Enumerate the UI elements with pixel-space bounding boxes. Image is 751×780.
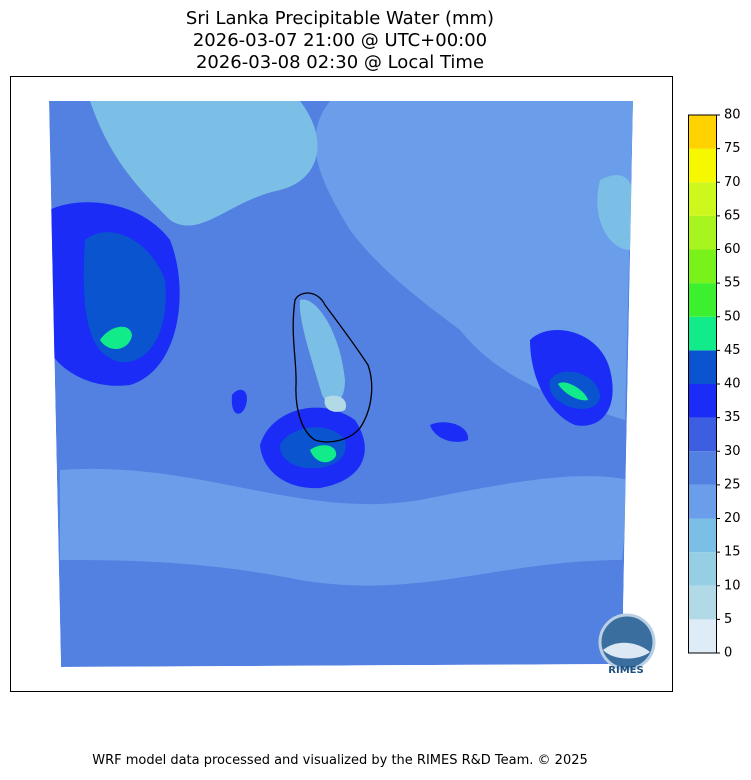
colorbar-segment [688, 451, 716, 485]
title-line: 2026-03-08 02:30 @ Local Time [196, 52, 484, 73]
colorbar-tick-label: 70 [724, 175, 741, 190]
logo-text: RIMES [608, 665, 643, 676]
colorbar-tick-label: 20 [724, 511, 741, 526]
colorbar-tick-label: 35 [724, 410, 741, 425]
colorbar-segment [688, 619, 716, 653]
colorbar-tick-label: 0 [724, 646, 732, 661]
colorbar-tick-label: 5 [724, 612, 732, 627]
colorbar-segment [688, 552, 716, 586]
sri-lanka-outline [292, 292, 373, 443]
colorbar-segment [688, 283, 716, 317]
colorbar-segment [688, 215, 716, 250]
colorbar-tick-label: 25 [724, 477, 741, 492]
colorbar-tick-label: 80 [724, 108, 741, 123]
colorbar-segment [688, 148, 716, 183]
colorbar-segment [688, 585, 716, 620]
colorbar-tick-label: 55 [724, 276, 741, 291]
footer: WRF model data processed and visualized … [92, 753, 588, 768]
colorbar-segment [688, 417, 716, 452]
colorbar-segment [688, 115, 716, 149]
colorbar-segment [688, 384, 716, 418]
colorbar-tick-label: 50 [724, 309, 741, 324]
colorbar-tick-label: 65 [724, 208, 741, 223]
colorbar-segment [688, 518, 716, 553]
colorbar-segment [688, 484, 716, 519]
colorbar-tick-label: 10 [724, 578, 741, 593]
colorbar-tick-label: 60 [724, 242, 741, 257]
colorbar-segment [688, 249, 716, 284]
colorbar-tick-label: 40 [724, 377, 741, 392]
colorbar-segment [688, 182, 716, 216]
colorbar-segment [688, 350, 716, 384]
colorbar-tick-label: 30 [724, 444, 741, 459]
colorbar-tick-label: 75 [724, 141, 741, 156]
title-line: 2026-03-07 21:00 @ UTC+00:00 [193, 30, 487, 51]
colorbar-segment [688, 316, 716, 351]
title-line: Sri Lanka Precipitable Water (mm) [186, 8, 494, 29]
logo: RIMES [598, 613, 656, 676]
colorbar-tick-label: 45 [724, 343, 741, 358]
map-field [49, 101, 633, 667]
colorbar-tick-label: 15 [724, 545, 741, 560]
colorbar: 0 5 10 15 20 25 30 35 40 45 50 55 60 65 70 75 80 [688, 108, 741, 661]
